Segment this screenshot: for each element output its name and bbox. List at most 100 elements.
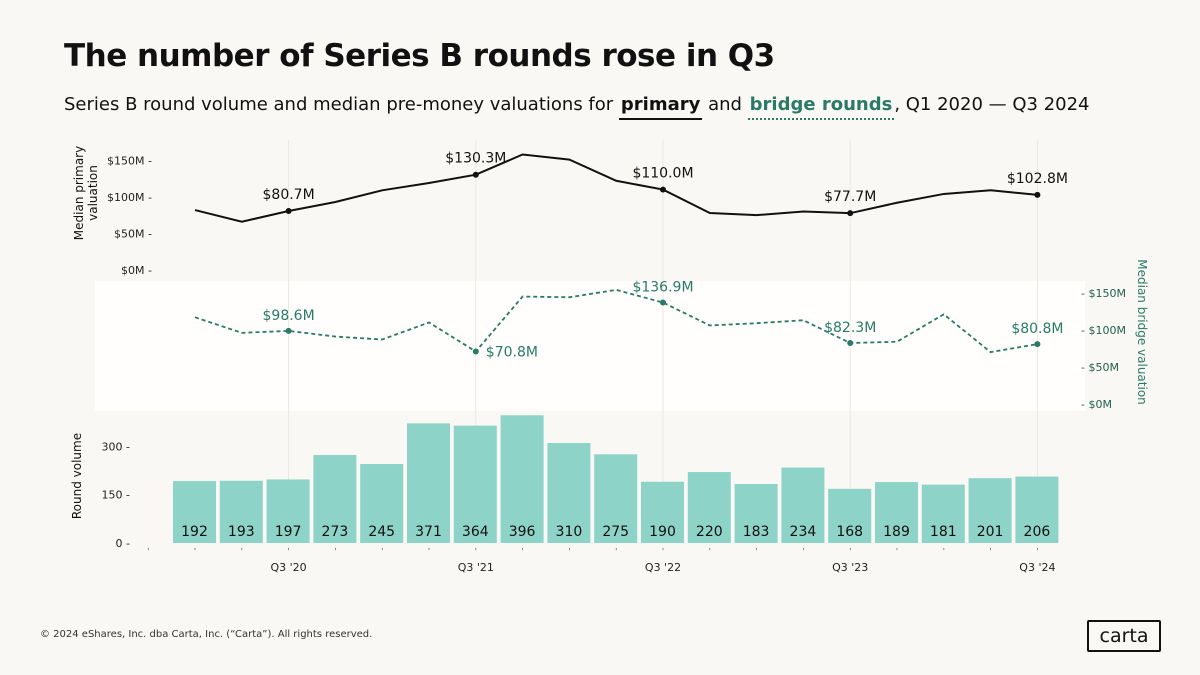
volume-data-label: 181 bbox=[930, 524, 957, 540]
bridge-data-label: $82.3M bbox=[824, 320, 876, 336]
x-tick-label: Q3 '21 bbox=[458, 561, 494, 574]
x-tick-mark: ' bbox=[334, 547, 336, 556]
copyright-footer: © 2024 eShares, Inc. dba Carta, Inc. (“C… bbox=[40, 629, 373, 640]
x-tick-label: Q3 '20 bbox=[271, 561, 307, 574]
volume-y-tick-label: 300 - bbox=[102, 440, 130, 453]
volume-data-label: 189 bbox=[883, 524, 910, 540]
primary-point-10 bbox=[660, 186, 666, 193]
volume-data-label: 310 bbox=[556, 524, 583, 540]
x-tick-mark: ' bbox=[662, 547, 664, 556]
volume-bar-15 bbox=[875, 482, 918, 543]
volume-bar-2 bbox=[266, 479, 310, 543]
volume-bar-18 bbox=[1015, 476, 1059, 543]
x-tick-label: Q3 '23 bbox=[832, 561, 868, 574]
volume-bar-0 bbox=[173, 481, 216, 543]
x-tick-mark: ' bbox=[1036, 547, 1038, 556]
x-tick-mark: ' bbox=[194, 547, 196, 556]
volume-data-label: 193 bbox=[228, 524, 255, 540]
volume-data-label: 245 bbox=[368, 524, 395, 540]
bridge-y-tick-label: - $0M bbox=[1081, 398, 1112, 411]
volume-data-label: 234 bbox=[790, 524, 817, 540]
subtitle-and: and bbox=[702, 94, 748, 115]
primary-y-tick-label: $50M - bbox=[114, 227, 152, 240]
bridge-data-label: $136.9M bbox=[632, 280, 693, 296]
x-tick-mark: ' bbox=[287, 547, 289, 556]
primary-valuation-line bbox=[194, 153, 1038, 223]
primary-y-tick-label: $100M - bbox=[107, 191, 152, 204]
bridge-y-axis-label: Median bridge valuation bbox=[1135, 259, 1149, 405]
bridge-y-tick-label: - $100M bbox=[1081, 324, 1126, 337]
x-tick-mark: ' bbox=[568, 547, 570, 556]
primary-y-axis-label: Median primary bbox=[72, 146, 86, 240]
x-tick-mark: ' bbox=[147, 547, 149, 556]
x-tick-mark: ' bbox=[709, 547, 711, 556]
x-tick-mark: ' bbox=[896, 547, 898, 556]
x-tick-mark: ' bbox=[428, 547, 430, 556]
volume-bar-4 bbox=[360, 463, 404, 543]
bridge-y-tick-label: - $50M bbox=[1081, 361, 1119, 374]
volume-data-label: 190 bbox=[649, 524, 676, 540]
bridge-point-14 bbox=[847, 340, 854, 347]
x-tick-label: Q3 '24 bbox=[1019, 561, 1055, 574]
x-tick-mark: ' bbox=[381, 547, 383, 556]
volume-data-label: 275 bbox=[602, 524, 629, 540]
volume-bar-12 bbox=[734, 483, 778, 543]
primary-point-14 bbox=[847, 210, 854, 217]
primary-point-6 bbox=[472, 171, 479, 178]
bridge-y-tick-label: - $150M bbox=[1081, 287, 1126, 300]
volume-bar-7 bbox=[500, 415, 544, 543]
primary-data-label: $110.0M bbox=[632, 166, 693, 182]
primary-data-label: $80.7M bbox=[263, 187, 315, 203]
legend-primary: primary bbox=[618, 94, 703, 120]
x-tick-mark: ' bbox=[755, 547, 757, 556]
volume-data-label: 192 bbox=[181, 524, 208, 540]
volume-data-label: 371 bbox=[415, 524, 442, 540]
volume-bar-1 bbox=[219, 480, 263, 543]
volume-data-label: 364 bbox=[462, 524, 489, 540]
volume-bar-3 bbox=[313, 454, 357, 543]
volume-data-label: 168 bbox=[836, 524, 863, 540]
bridge-data-label: $70.8M bbox=[486, 345, 538, 361]
volume-bar-9 bbox=[594, 454, 638, 543]
volume-data-label: 396 bbox=[509, 524, 536, 540]
bridge-point-6 bbox=[472, 348, 479, 355]
bridge-data-label: $80.8M bbox=[1011, 321, 1063, 337]
carta-logo: carta bbox=[1087, 620, 1161, 652]
x-tick-mark: ' bbox=[615, 547, 617, 556]
volume-data-label: 273 bbox=[322, 524, 349, 540]
volume-bar-16 bbox=[921, 484, 965, 543]
volume-y-tick-label: 150 - bbox=[102, 489, 130, 502]
primary-y-tick-label: $150M - bbox=[107, 154, 152, 167]
x-tick-mark: ' bbox=[241, 547, 243, 556]
x-tick-mark: ' bbox=[943, 547, 945, 556]
volume-bar-5 bbox=[407, 423, 450, 543]
primary-data-label: $130.3M bbox=[445, 151, 506, 167]
volume-y-axis-label: Round volume bbox=[70, 433, 84, 519]
volume-bar-13 bbox=[781, 467, 825, 543]
primary-point-18 bbox=[1034, 191, 1041, 198]
volume-bar-10 bbox=[641, 481, 684, 543]
volume-data-label: 197 bbox=[275, 524, 302, 540]
bridge-point-2 bbox=[285, 327, 292, 334]
primary-y-axis-label-2: valuation bbox=[86, 165, 100, 221]
chart-subtitle: Series B round volume and median pre-mon… bbox=[64, 94, 1090, 120]
bridge-point-18 bbox=[1034, 341, 1041, 348]
volume-data-label: 183 bbox=[743, 524, 770, 540]
subtitle-lead: Series B round volume and median pre-mon… bbox=[64, 94, 619, 115]
x-tick-mark: ' bbox=[521, 547, 523, 556]
x-tick-label: Q3 '22 bbox=[645, 561, 681, 574]
primary-data-label: $77.7M bbox=[824, 189, 876, 205]
x-tick-mark: ' bbox=[475, 547, 477, 556]
volume-bar-14 bbox=[828, 488, 872, 543]
bridge-panel-background bbox=[95, 281, 1085, 411]
volume-bar-17 bbox=[968, 478, 1012, 543]
primary-point-2 bbox=[285, 207, 292, 214]
bridge-valuation-line bbox=[194, 288, 1038, 354]
bridge-point-10 bbox=[660, 299, 666, 306]
volume-bar-6 bbox=[453, 425, 497, 543]
legend-bridge: bridge rounds bbox=[747, 94, 895, 120]
volume-y-tick-label: 0 - bbox=[116, 537, 130, 550]
chart-area: $0M - $50M - $100M - $150M - Median primary v… bbox=[70, 140, 1149, 574]
volume-data-label: 201 bbox=[977, 524, 1004, 540]
volume-data-label: 206 bbox=[1024, 524, 1051, 540]
